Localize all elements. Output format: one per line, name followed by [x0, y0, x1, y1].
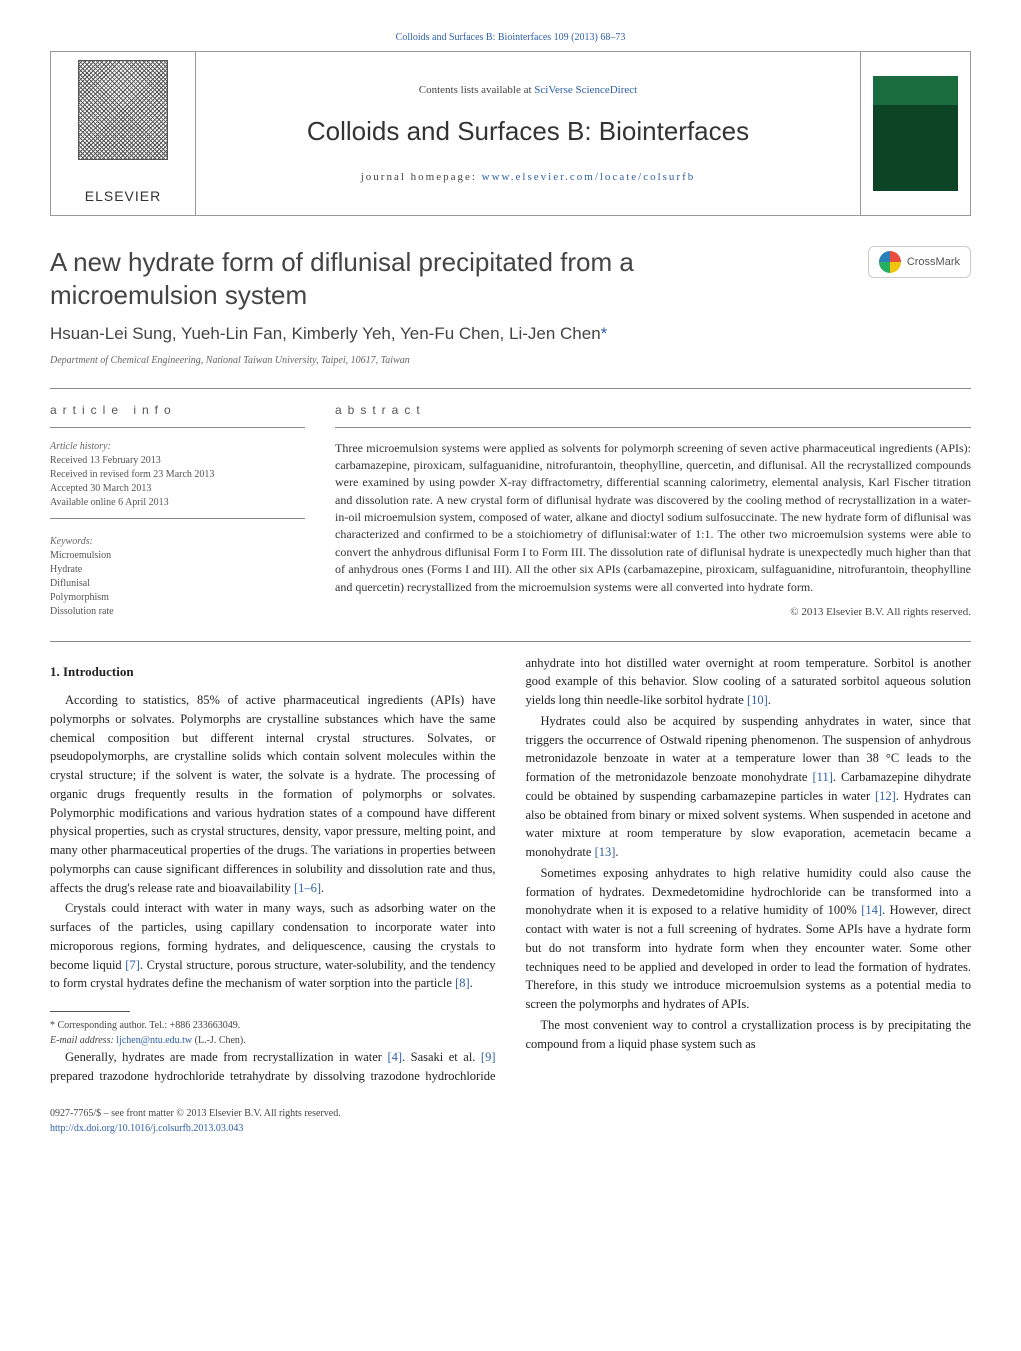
publisher-name: ELSEVIER [85, 186, 161, 207]
keyword: Microemulsion [50, 549, 305, 563]
abstract-text: Three microemulsion systems were applied… [335, 440, 971, 597]
divider [335, 427, 971, 428]
email-suffix: (L.-J. Chen). [195, 1035, 246, 1046]
citation-link[interactable]: [11] [813, 770, 833, 784]
crossmark-icon [879, 251, 901, 273]
crossmark-badge[interactable]: CrossMark [868, 246, 971, 278]
abstract-heading: abstract [335, 401, 971, 419]
authors: Hsuan-Lei Sung, Yueh-Lin Fan, Kimberly Y… [50, 321, 971, 347]
history-received: Received 13 February 2013 [50, 454, 305, 468]
article-info: article info Article history: Received 1… [50, 401, 305, 621]
paper-title: A new hydrate form of diflunisal precipi… [50, 246, 790, 311]
affiliation: Department of Chemical Engineering, Nati… [50, 353, 971, 368]
homepage-prefix: journal homepage: [361, 171, 477, 183]
intro-para: The most convenient way to control a cry… [526, 1016, 972, 1054]
divider [50, 641, 971, 642]
body-columns: 1. Introduction According to statistics,… [50, 654, 971, 1086]
citation-link[interactable]: [10] [747, 693, 768, 707]
citation-link[interactable]: [1–6] [294, 881, 321, 895]
email-label: E-mail address: [50, 1035, 114, 1046]
journal-title: Colloids and Surfaces B: Biointerfaces [307, 112, 749, 151]
intro-para: Sometimes exposing anhydrates to high re… [526, 864, 972, 1014]
keyword: Polymorphism [50, 591, 305, 605]
corresponding-footnote: * Corresponding author. Tel.: +886 23366… [50, 1018, 496, 1048]
history-revised: Received in revised form 23 March 2013 [50, 468, 305, 482]
abstract-copyright: © 2013 Elsevier B.V. All rights reserved… [335, 604, 971, 621]
article-info-heading: article info [50, 401, 305, 419]
issn-copyright: 0927-7765/$ – see front matter © 2013 El… [50, 1106, 971, 1121]
cover-cell [860, 52, 970, 215]
citation-link[interactable]: [9] [481, 1050, 496, 1064]
citation-header[interactable]: Colloids and Surfaces B: Biointerfaces 1… [50, 30, 971, 45]
homepage-url[interactable]: www.elsevier.com/locate/colsurfb [482, 171, 696, 183]
abstract-block: abstract Three microemulsion systems wer… [335, 401, 971, 621]
divider [50, 388, 971, 389]
intro-heading: 1. Introduction [50, 662, 496, 682]
corresponding-star: * [601, 324, 608, 343]
history-heading: Article history: [50, 440, 305, 454]
history-accepted: Accepted 30 March 2013 [50, 482, 305, 496]
email-link[interactable]: ljchen@ntu.edu.tw [116, 1035, 192, 1046]
publisher-logo-cell: ELSEVIER [51, 52, 196, 215]
bottom-info: 0927-7765/$ – see front matter © 2013 El… [50, 1106, 971, 1136]
citation-link[interactable]: [12] [875, 789, 896, 803]
corr-author-line: * Corresponding author. Tel.: +886 23366… [50, 1018, 496, 1033]
crossmark-label: CrossMark [907, 254, 960, 271]
contents-available: Contents lists available at SciVerse Sci… [419, 82, 637, 99]
citation-link[interactable]: [4] [387, 1050, 402, 1064]
citation-link[interactable]: [8] [455, 976, 470, 990]
journal-header: ELSEVIER Contents lists available at Sci… [50, 51, 971, 216]
intro-para: Hydrates could also be acquired by suspe… [526, 712, 972, 862]
keyword: Hydrate [50, 563, 305, 577]
keyword: Diflunisal [50, 577, 305, 591]
citation-link[interactable]: [14] [861, 903, 882, 917]
divider [50, 518, 305, 519]
keyword: Dissolution rate [50, 605, 305, 619]
author-list: Hsuan-Lei Sung, Yueh-Lin Fan, Kimberly Y… [50, 324, 601, 343]
intro-para: According to statistics, 85% of active p… [50, 691, 496, 897]
journal-cover-icon [873, 76, 958, 191]
keywords-heading: Keywords: [50, 535, 305, 549]
contents-prefix: Contents lists available at [419, 84, 532, 96]
divider [50, 427, 305, 428]
elsevier-tree-icon [78, 60, 168, 160]
citation-link[interactable]: [13] [595, 845, 616, 859]
header-center: Contents lists available at SciVerse Sci… [196, 52, 860, 215]
citation-link[interactable]: [7] [125, 958, 140, 972]
intro-para: Crystals could interact with water in ma… [50, 899, 496, 993]
footnote-rule [50, 1011, 130, 1012]
history-online: Available online 6 April 2013 [50, 496, 305, 510]
sciencedirect-link[interactable]: SciVerse ScienceDirect [534, 84, 637, 96]
homepage-line: journal homepage: www.elsevier.com/locat… [361, 169, 696, 186]
doi-link[interactable]: http://dx.doi.org/10.1016/j.colsurfb.201… [50, 1121, 971, 1136]
